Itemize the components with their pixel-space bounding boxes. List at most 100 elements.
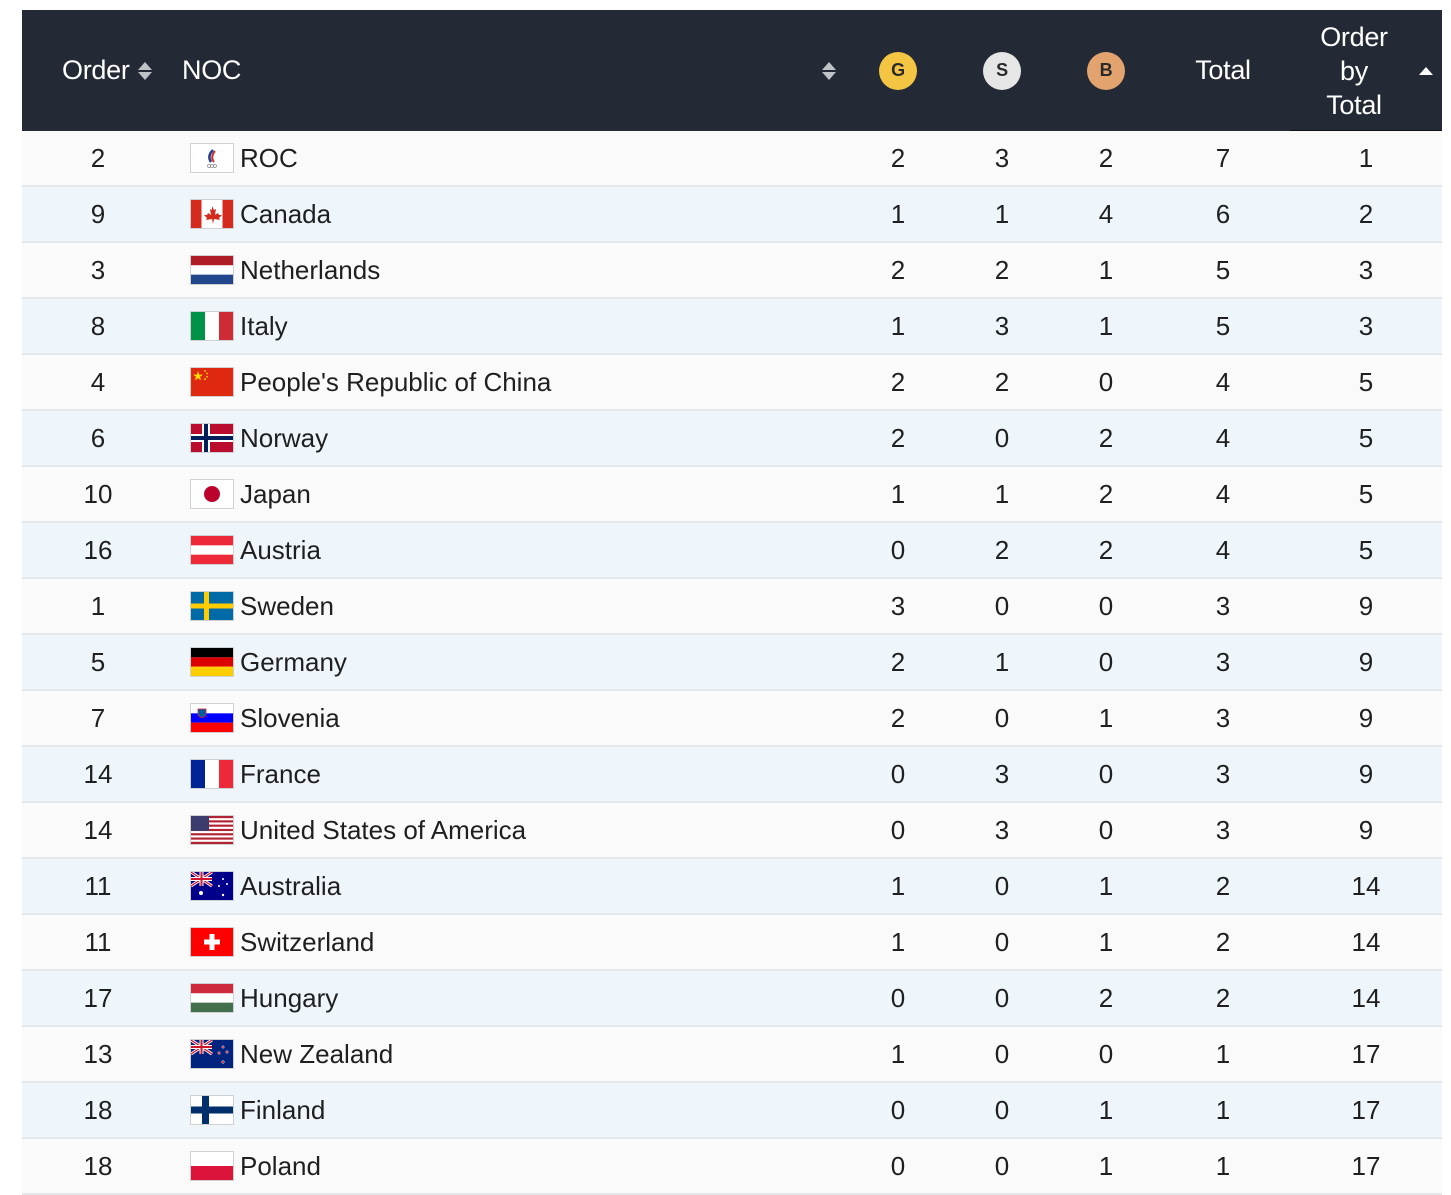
order-by-total-cell: 5 [1358, 534, 1374, 565]
noc-sort-control[interactable] [814, 10, 836, 131]
silver-column-header[interactable]: S [982, 10, 1022, 131]
total-count: 3 [1215, 814, 1231, 845]
flag-cell [189, 579, 235, 633]
bronze-count: 1 [1098, 702, 1114, 733]
country-name[interactable]: Canada [240, 198, 332, 229]
table-row[interactable]: 4 People's Republic of China 2 2 0 4 5 [22, 355, 1442, 411]
order-by-total-cell: 17 [1351, 1150, 1381, 1181]
table-row[interactable]: 14 United States of America 0 3 0 3 9 [22, 803, 1442, 859]
flag-cell [189, 411, 235, 465]
bronze-column-header[interactable]: B [1086, 10, 1126, 131]
norway-flag-icon [190, 423, 234, 453]
order-by-total-cell: 17 [1351, 1094, 1381, 1125]
flag-cell [189, 1083, 235, 1137]
country-name[interactable]: Sweden [240, 590, 334, 621]
country-name[interactable]: Germany [240, 646, 347, 677]
sort-ascending-icon[interactable] [1419, 66, 1433, 75]
table-row[interactable]: 10 Japan 1 1 2 4 5 [22, 467, 1442, 523]
order-cell: 16 [83, 534, 113, 565]
country-name[interactable]: Austria [240, 534, 321, 565]
bronze-count: 2 [1098, 142, 1114, 173]
country-name[interactable]: France [240, 758, 321, 789]
country-name[interactable]: Poland [240, 1150, 321, 1181]
bronze-count: 1 [1098, 870, 1114, 901]
table-row[interactable]: 7 Slovenia 2 0 1 3 9 [22, 691, 1442, 747]
gold-count: 0 [890, 758, 906, 789]
order-by-total-line-1: Order [1320, 21, 1388, 52]
poland-flag-icon [190, 1151, 234, 1181]
gold-count: 1 [890, 478, 906, 509]
table-row[interactable]: 16 Austria 0 2 2 4 5 [22, 523, 1442, 579]
table-row[interactable]: 17 Hungary 0 0 2 2 14 [22, 971, 1442, 1027]
table-row[interactable]: 2 ROC 2 3 2 7 1 [22, 131, 1442, 187]
country-name[interactable]: ROC [240, 142, 298, 173]
table-row[interactable]: 3 Netherlands 2 2 1 5 3 [22, 243, 1442, 299]
table-row[interactable]: 18 Finland 0 0 1 1 17 [22, 1083, 1442, 1139]
table-row[interactable]: 1 Sweden 3 0 0 3 9 [22, 579, 1442, 635]
total-column-header[interactable]: Total [1182, 10, 1264, 131]
country-name[interactable]: Hungary [240, 982, 339, 1013]
gold-count: 0 [890, 1094, 906, 1125]
silver-count: 3 [994, 142, 1010, 173]
table-row[interactable]: 13 New Zealand 1 0 0 1 17 [22, 1027, 1442, 1083]
country-name[interactable]: United States of America [240, 814, 527, 845]
bronze-count: 1 [1098, 1094, 1114, 1125]
country-name[interactable]: Japan [240, 478, 311, 509]
country-name[interactable]: Finland [240, 1094, 326, 1125]
country-name[interactable]: Netherlands [240, 254, 381, 285]
country-name[interactable]: New Zealand [240, 1038, 394, 1069]
silver-count: 1 [994, 478, 1010, 509]
silver-count: 2 [994, 254, 1010, 285]
order-by-total-cell: 14 [1351, 982, 1381, 1013]
country-name[interactable]: Norway [240, 422, 329, 453]
order-cell: 6 [90, 422, 106, 453]
sort-icon[interactable] [822, 60, 836, 82]
total-count: 4 [1215, 366, 1231, 397]
total-count: 2 [1215, 926, 1231, 957]
flag-cell [189, 187, 235, 241]
bronze-count: 1 [1098, 254, 1114, 285]
table-row[interactable]: 9 Canada 1 1 4 6 2 [22, 187, 1442, 243]
order-column-header[interactable]: Order [62, 10, 152, 131]
total-count: 1 [1215, 1094, 1231, 1125]
table-row[interactable]: 6 Norway 2 0 2 4 5 [22, 411, 1442, 467]
gold-column-header[interactable]: G [878, 10, 918, 131]
silver-count: 3 [994, 310, 1010, 341]
order-cell: 14 [83, 758, 113, 789]
bronze-count: 0 [1098, 366, 1114, 397]
silver-count: 3 [994, 758, 1010, 789]
country-name[interactable]: Australia [240, 870, 342, 901]
gold-count: 2 [890, 366, 906, 397]
silver-count: 0 [994, 926, 1010, 957]
table-row[interactable]: 18 Poland 0 0 1 1 17 [22, 1139, 1442, 1195]
table-row[interactable]: 11 Australia 1 0 1 2 14 [22, 859, 1442, 915]
sort-icon[interactable] [137, 60, 152, 82]
order-by-total-line-3: Total [1326, 89, 1382, 120]
total-count: 2 [1215, 870, 1231, 901]
flag-cell [189, 467, 235, 521]
china-flag-icon [190, 367, 234, 397]
country-name[interactable]: People's Republic of China [240, 366, 552, 397]
order-by-total-cell: 5 [1358, 422, 1374, 453]
order-by-total-cell: 14 [1351, 870, 1381, 901]
table-row[interactable]: 11 Switzerland 1 0 1 2 14 [22, 915, 1442, 971]
country-name[interactable]: Slovenia [240, 702, 340, 733]
gold-count: 1 [890, 198, 906, 229]
flag-cell [189, 355, 235, 409]
roc-flag-icon [190, 143, 234, 173]
bronze-count: 1 [1098, 1150, 1114, 1181]
order-cell: 14 [83, 814, 113, 845]
table-row[interactable]: 8 Italy 1 3 1 5 3 [22, 299, 1442, 355]
canada-flag-icon [190, 199, 234, 229]
australia-flag-icon [190, 871, 234, 901]
silver-count: 1 [994, 198, 1010, 229]
table-row[interactable]: 5 Germany 2 1 0 3 9 [22, 635, 1442, 691]
country-name[interactable]: Switzerland [240, 926, 375, 957]
order-by-total-column-header[interactable]: Order by Total [1290, 10, 1442, 133]
total-count: 3 [1215, 702, 1231, 733]
order-by-total-cell: 9 [1358, 646, 1374, 677]
noc-column-header[interactable]: NOC [182, 10, 241, 131]
silver-count: 0 [994, 982, 1010, 1013]
table-row[interactable]: 14 France 0 3 0 3 9 [22, 747, 1442, 803]
country-name[interactable]: Italy [240, 310, 288, 341]
